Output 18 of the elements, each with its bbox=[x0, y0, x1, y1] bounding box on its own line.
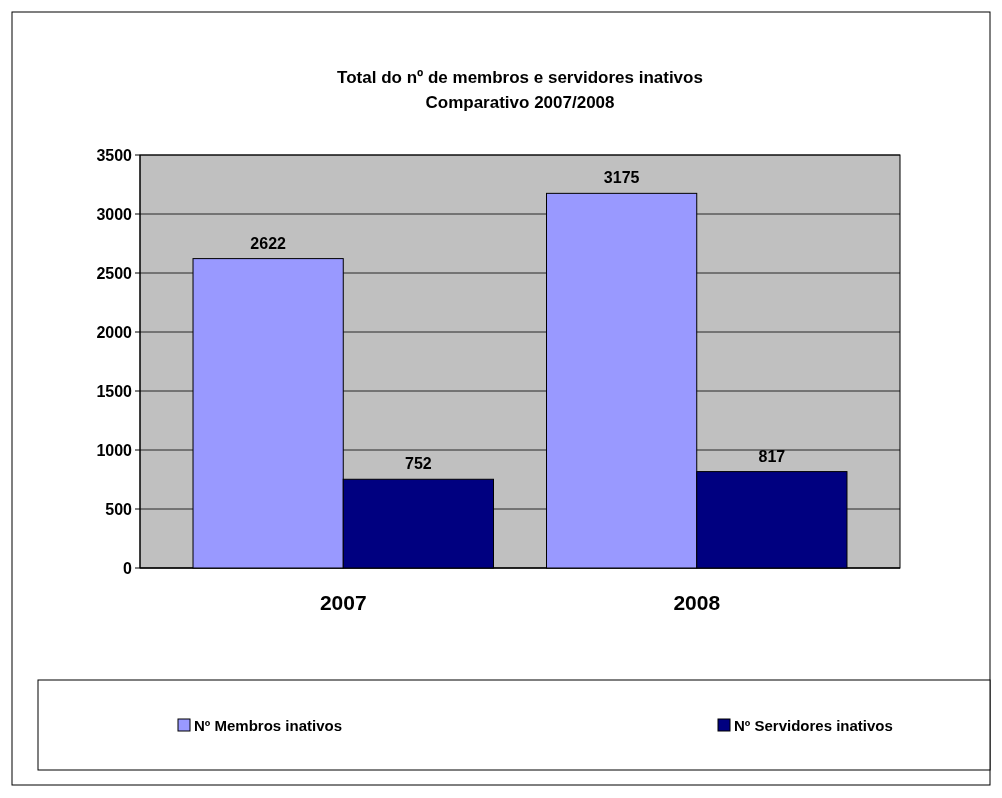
x-tick-label: 2007 bbox=[319, 591, 367, 614]
data-label: 2622 bbox=[250, 234, 287, 252]
chart-title: Total do nº de membros e servidores inativos bbox=[337, 68, 703, 87]
y-tick-label: 2000 bbox=[96, 324, 133, 341]
y-tick-label: 2500 bbox=[96, 265, 133, 282]
data-label: 3175 bbox=[603, 169, 640, 187]
data-label: 752 bbox=[405, 455, 432, 473]
data-label: 817 bbox=[758, 447, 786, 465]
x-tick-label: 2008 bbox=[673, 591, 721, 614]
chart-subtitle: Comparativo 2007/2008 bbox=[425, 93, 615, 112]
y-tick-label: 3000 bbox=[96, 206, 133, 223]
y-tick-label: 500 bbox=[105, 501, 133, 518]
y-tick-label: 3500 bbox=[96, 147, 133, 164]
y-tick-label: 0 bbox=[123, 560, 133, 577]
y-tick-label: 1000 bbox=[96, 442, 133, 459]
legend-label: Nº Membros inativos bbox=[194, 717, 343, 734]
legend-label: Nº Servidores inativos bbox=[734, 717, 893, 734]
y-tick-label: 1500 bbox=[96, 383, 133, 400]
